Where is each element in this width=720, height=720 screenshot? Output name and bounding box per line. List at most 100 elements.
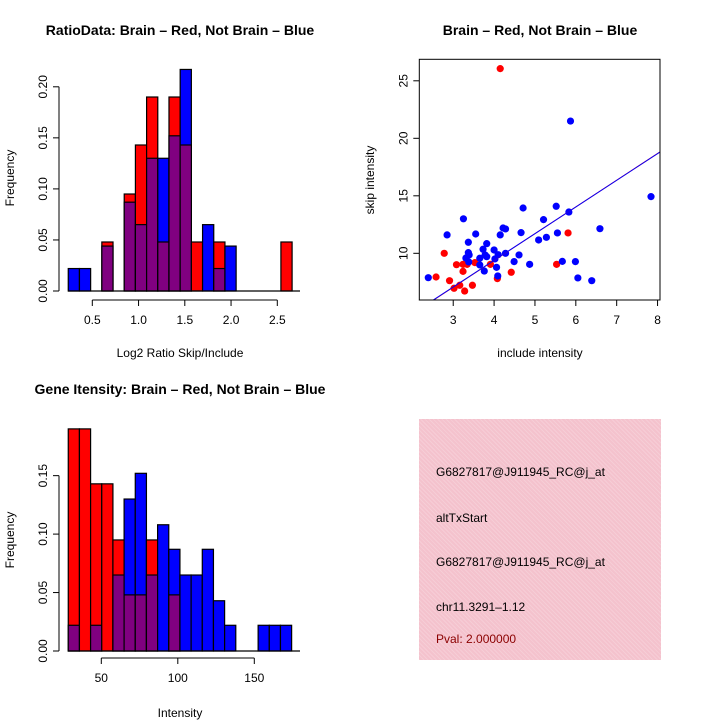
point-brain [468, 281, 477, 289]
point-brain [486, 260, 495, 268]
bar-not-brain [190, 574, 203, 652]
bar-not-brain [157, 524, 170, 652]
point-not-brain [464, 238, 472, 246]
x-tick-label: 2.5 [269, 313, 286, 327]
point-brain [432, 273, 440, 281]
x-tick-label: 100 [168, 671, 188, 685]
point-brain [507, 268, 515, 276]
bar-overlap [67, 624, 81, 652]
point-not-brain [647, 193, 655, 201]
fit-line-not-brain [432, 151, 660, 300]
point-not-brain [492, 263, 501, 271]
x-axis-label: Intensity [158, 706, 203, 720]
point-brain [440, 249, 448, 257]
x-tick-label: 3 [450, 313, 457, 327]
point-not-brain [535, 236, 543, 244]
y-tick-label: 15 [396, 189, 410, 203]
point-not-brain [476, 254, 484, 262]
bar-not-brain [224, 624, 237, 652]
x-tick-label: 6 [572, 313, 579, 327]
x-tick-label: 4 [491, 313, 498, 327]
point-not-brain [490, 246, 498, 254]
x-tick-label: 8 [654, 313, 661, 327]
bar-brain [190, 241, 204, 292]
point-not-brain [501, 225, 510, 233]
y-tick-label: 0.15 [36, 464, 50, 488]
y-tick-label: 0.10 [36, 522, 50, 546]
y-tick-label: 10 [396, 246, 410, 260]
point-brain [564, 229, 572, 237]
bar-overlap [123, 201, 137, 292]
chromosome-location: chr11.3291–1.12 [436, 600, 526, 614]
point-not-brain [566, 117, 575, 125]
y-tick-label: 0.10 [36, 177, 50, 201]
point-not-brain [472, 230, 480, 238]
y-tick-label: 0.05 [36, 581, 50, 605]
bar-brain [78, 428, 92, 652]
probe-id-2: G6827817@J911945_RC@j_at [436, 555, 605, 569]
point-not-brain [494, 272, 502, 280]
bar-overlap [101, 245, 114, 292]
bar-overlap [179, 144, 192, 292]
bar-not-brain [224, 245, 237, 292]
bar-overlap [145, 574, 159, 652]
point-not-brain [510, 257, 518, 266]
event-type: altTxStart [436, 511, 488, 525]
y-axis-label: skip intensity [363, 146, 377, 215]
y-axis-label: Frequency [3, 512, 17, 569]
x-axis-label: Log2 Ratio Skip/Include [117, 346, 244, 360]
point-not-brain [483, 240, 491, 248]
point-brain [553, 260, 561, 268]
y-tick-label: 0.20 [36, 75, 50, 99]
point-not-brain [483, 253, 491, 261]
point-not-brain [480, 267, 488, 275]
y-tick-label: 0.05 [36, 228, 50, 252]
bar-not-brain [279, 624, 293, 652]
histogram-3: Gene Itensity: Brain – Red, Not Brain – … [3, 381, 326, 720]
point-not-brain [515, 251, 523, 259]
info-panel: G6827817@J911945_RC@j_at altTxStart G682… [419, 419, 661, 660]
probe-id: G6827817@J911945_RC@j_at [436, 465, 605, 479]
point-not-brain [519, 204, 527, 212]
histogram-1: RatioData: Brain – Red, Not Brain – Blue… [3, 22, 314, 360]
bar-overlap [168, 594, 181, 652]
y-axis-label: Frequency [3, 150, 17, 207]
point-not-brain [476, 261, 484, 269]
point-not-brain [424, 274, 432, 282]
point-not-brain [517, 229, 525, 237]
pval-text: Pval: 2.000000 [436, 632, 517, 646]
bar-overlap [157, 241, 170, 292]
y-tick-label: 25 [396, 74, 410, 88]
bar-not-brain [67, 267, 81, 292]
point-not-brain [571, 257, 580, 266]
point-not-brain [479, 245, 487, 253]
bar-not-brain [268, 624, 282, 652]
bar-overlap [123, 594, 136, 652]
point-brain [450, 284, 458, 292]
point-brain [459, 267, 467, 275]
bar-overlap [168, 135, 181, 292]
point-not-brain [558, 257, 566, 265]
x-tick-label: 7 [613, 313, 620, 327]
y-tick-label: 20 [396, 131, 410, 145]
point-not-brain [465, 258, 473, 266]
x-tick-label: 1.5 [176, 313, 193, 327]
x-tick-label: 2.0 [223, 313, 240, 327]
bar-not-brain [201, 224, 215, 292]
point-brain [461, 287, 469, 295]
chart-title: RatioData: Brain – Red, Not Brain – Blue [46, 22, 315, 38]
bar-not-brain [78, 267, 92, 292]
point-not-brain [443, 231, 451, 239]
y-tick-label: 0.00 [36, 279, 50, 303]
x-tick-label: 150 [244, 671, 264, 685]
point-not-brain [588, 277, 596, 285]
point-brain [445, 277, 454, 285]
x-tick-label: 1.0 [130, 313, 147, 327]
point-not-brain [539, 216, 548, 224]
bar-overlap [112, 574, 125, 652]
scatter-plot: Brain – Red, Not Brain – Blue 3 4 5 6 7 8 10 15 2… [363, 22, 661, 360]
bar-not-brain [179, 574, 192, 652]
bar-not-brain [212, 600, 226, 652]
point-not-brain [574, 274, 582, 282]
